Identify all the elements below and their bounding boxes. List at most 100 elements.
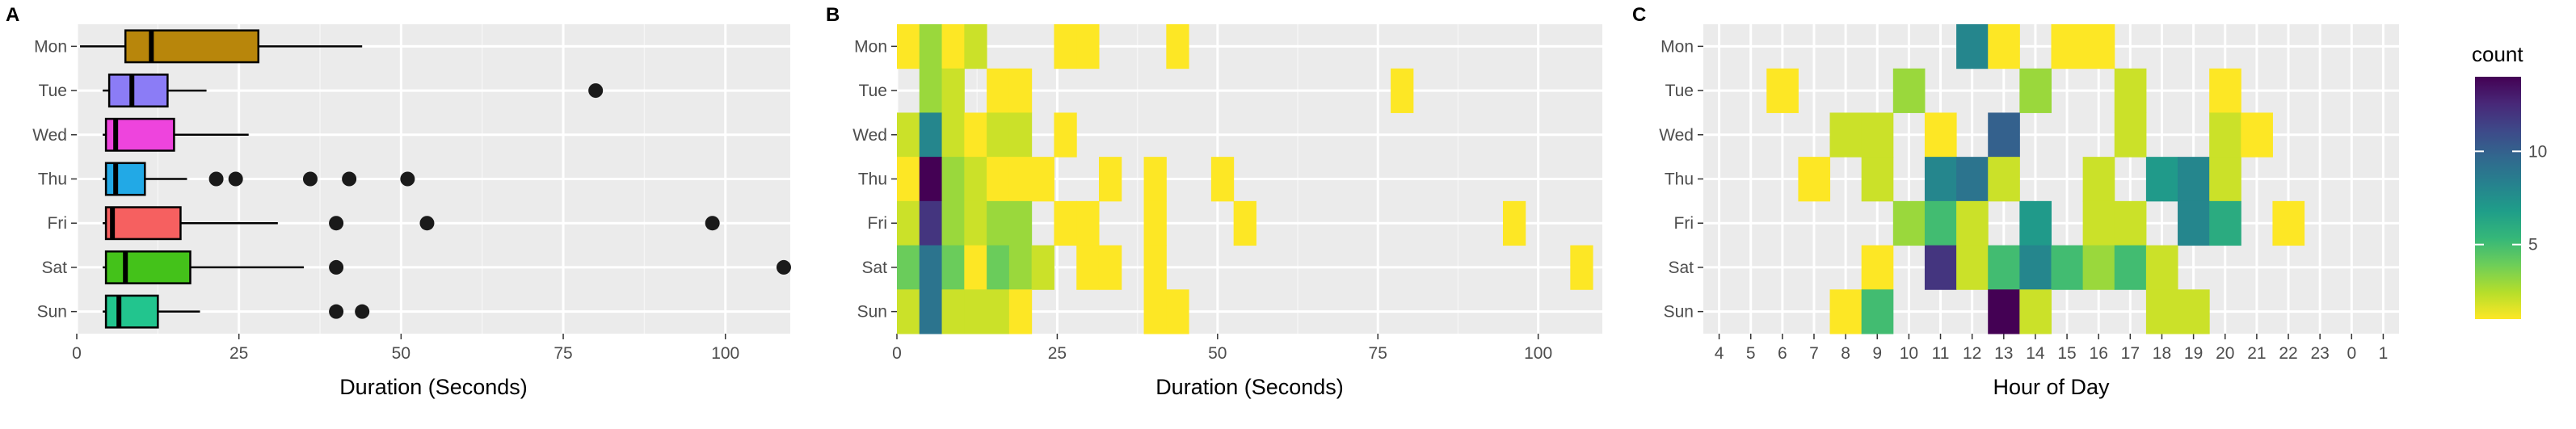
heat-cell-thu-7: [1798, 157, 1831, 202]
heat-cell-mon-12: [1956, 24, 1989, 69]
legend-colorbar: [2475, 77, 2521, 319]
x-tick-label: 19: [2184, 344, 2203, 363]
heat-cell-tue-6: [1766, 68, 1799, 113]
heat-cell-sat-12: [1956, 245, 1989, 290]
outlier-point-thu: [208, 171, 224, 187]
outlier-point-thu: [400, 171, 415, 187]
heat-cell-mon: [1166, 24, 1189, 69]
heat-cell-tue-14: [2019, 68, 2052, 113]
outlier-point-thu: [342, 171, 357, 187]
x-tick-label: 17: [2121, 344, 2140, 363]
heat-cell-sun-19: [2178, 289, 2210, 334]
heat-cell-fri-12: [1956, 200, 1989, 246]
heat-cell-sun-18: [2145, 289, 2178, 334]
heat-cell-tue: [941, 68, 965, 113]
y-tick-label-thu: Thu: [38, 170, 67, 189]
heat-cell-thu: [964, 157, 987, 202]
box-mon: [124, 29, 260, 64]
x-tick-label: 14: [2026, 344, 2045, 363]
heat-cell-fri-20: [2209, 200, 2241, 246]
heat-cell-sat: [1143, 245, 1167, 290]
heat-cell-thu-9: [1861, 157, 1894, 202]
outlier-point-sun: [355, 304, 370, 319]
heat-cell-sat: [1098, 245, 1122, 290]
y-tick-label-tue: Tue: [39, 82, 67, 100]
heat-cell-fri-10: [1892, 200, 1926, 246]
y-tick-label-wed: Wed: [852, 126, 887, 145]
heat-cell-mon: [919, 24, 943, 69]
heat-cell-fri-16: [2082, 200, 2115, 246]
x-axis-title: Duration (Seconds): [1155, 375, 1344, 399]
y-tick-label-fri: Fri: [48, 214, 68, 233]
heat-cell-sun-13: [1988, 289, 2020, 334]
x-tick-label: 18: [2153, 344, 2171, 363]
outlier-point-thu: [228, 171, 243, 187]
heat-cell-fri: [1008, 200, 1033, 246]
heat-cell-wed: [941, 112, 965, 158]
heat-cell-sat: [1570, 245, 1593, 290]
heat-cell-sun: [919, 289, 943, 334]
x-tick-label: 13: [1994, 344, 2013, 363]
heat-cell-wed-20: [2209, 112, 2241, 158]
heat-cell-fri-11: [1924, 200, 1957, 246]
y-tick-label-sun: Sun: [1664, 303, 1694, 322]
heat-cell-tue: [1391, 68, 1414, 113]
box-thu: [104, 162, 146, 196]
x-tick-label: 20: [2216, 344, 2234, 363]
heat-cell-fri: [919, 200, 943, 246]
x-tick-label: 11: [1932, 344, 1950, 363]
heat-cell-mon: [964, 24, 987, 69]
y-tick-label-wed: Wed: [1659, 126, 1694, 145]
heat-cell-wed: [987, 112, 1010, 158]
x-tick-label: 22: [2279, 344, 2297, 363]
outlier-point-fri: [705, 216, 720, 231]
heat-cell-thu-13: [1988, 157, 2020, 202]
heat-cell-thu-11: [1924, 157, 1957, 202]
x-tick-label: 6: [1778, 344, 1787, 363]
heat-cell-wed: [897, 112, 920, 158]
heat-cell-tue-10: [1892, 68, 1926, 113]
heat-cell-sun: [897, 289, 920, 334]
heat-cell-tue-17: [2114, 68, 2147, 113]
x-tick-label: 8: [1841, 344, 1850, 363]
heat-cell-thu: [1031, 157, 1054, 202]
outlier-point-fri: [419, 216, 435, 231]
panel-b-duration-heatmap: Mon Tue Wed Thu Fri Sat Sun 0 25 50 75 100 Duration …: [826, 4, 1602, 399]
y-tick-label-sat: Sat: [1668, 259, 1694, 277]
heat-cell-wed-8: [1829, 112, 1863, 158]
heat-cell-sun: [964, 289, 987, 334]
heat-cell-thu: [919, 157, 943, 202]
panel-letter: C: [1632, 4, 1646, 26]
heat-cell-sun: [1166, 289, 1189, 334]
legend-title: count: [2472, 42, 2523, 66]
x-tick-label: 10: [1900, 344, 1918, 363]
x-axis-title: Duration (Seconds): [339, 375, 528, 399]
x-tick-label: 0: [72, 344, 82, 363]
heat-cell-fri: [897, 200, 920, 246]
x-tick-label: 100: [1524, 344, 1552, 363]
x-tick-label: 12: [1963, 344, 1981, 363]
heat-cell-wed-9: [1861, 112, 1894, 158]
heat-cell-fri: [941, 200, 965, 246]
x-tick-label: 75: [1369, 344, 1387, 363]
heat-cell-mon-16: [2082, 24, 2115, 69]
heat-cell-wed: [919, 112, 943, 158]
y-tick-label-sun: Sun: [857, 303, 887, 322]
x-tick-label: 25: [1048, 344, 1067, 363]
heat-cell-fri-19: [2178, 200, 2210, 246]
heat-cell-fri-14: [2019, 200, 2052, 246]
legend-tick-label: 5: [2528, 236, 2538, 254]
x-tick-label: 50: [1208, 344, 1227, 363]
heat-cell-wed-13: [1988, 112, 2020, 158]
outlier-point-sun: [329, 304, 344, 319]
heat-cell-mon: [1076, 24, 1100, 69]
heat-cell-sun-8: [1829, 289, 1863, 334]
heat-cell-mon-15: [2051, 24, 2084, 69]
heat-cell-fri: [1054, 200, 1077, 246]
y-tick-label-mon: Mon: [854, 37, 887, 56]
x-tick-label: 5: [1746, 344, 1756, 363]
x-tick-label: 100: [711, 344, 739, 363]
heat-cell-wed: [1054, 112, 1077, 158]
box-sat: [104, 250, 192, 284]
